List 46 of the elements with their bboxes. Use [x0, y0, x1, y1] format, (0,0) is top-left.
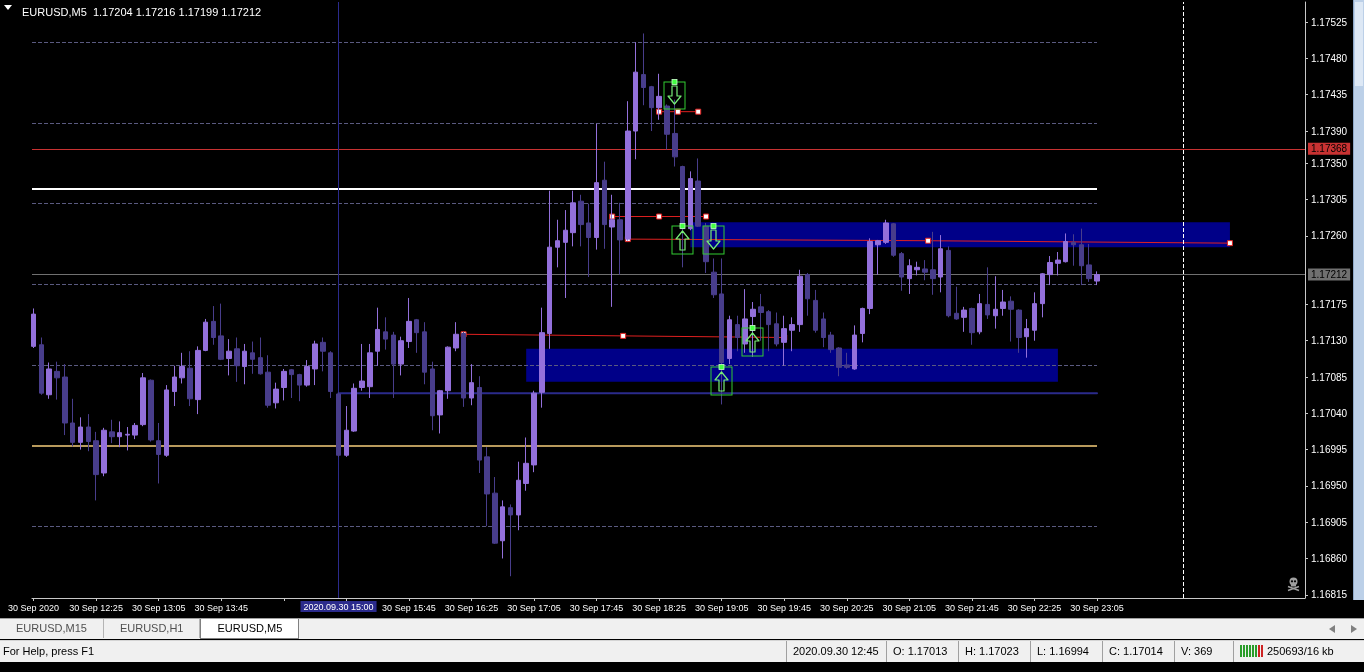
x-tick-label: 30 Sep 19:05 — [694, 602, 749, 613]
text: For Help, press F1 — [3, 644, 95, 659]
y-tick-label: 1.17435 — [1311, 89, 1348, 101]
y-tick-label: 1.16860 — [1311, 552, 1348, 564]
text: V: 369 — [1174, 641, 1233, 662]
y-tick-label: 1.16905 — [1311, 516, 1348, 528]
x-tick-label: 30 Sep 17:45 — [569, 602, 624, 613]
x-tick-label: 30 Sep 19:45 — [757, 602, 812, 613]
y-tick-label: 1.17480 — [1311, 52, 1348, 64]
x-tick-label: 30 Sep 13:05 — [131, 602, 186, 613]
x-tick-label: 30 Sep 16:25 — [444, 602, 499, 613]
y-tick-label: 1.17085 — [1311, 371, 1348, 383]
ref-line-label: 2020.09.30 15:00 — [303, 601, 374, 612]
text: H: 1.17023 — [958, 641, 1030, 662]
text: O: 1.17013 — [886, 641, 958, 662]
x-tick-label: 30 Sep 12:25 — [69, 602, 123, 613]
text: L: 1.16994 — [1030, 641, 1102, 662]
y-tick-label: 1.17350 — [1311, 157, 1348, 169]
y-tick-label: 1.17305 — [1311, 194, 1348, 206]
x-tick-label: 30 Sep 20:25 — [820, 602, 874, 613]
x-tick-label: 30 Sep 23:05 — [1070, 602, 1124, 613]
x-tick-label: 30 Sep 17:05 — [507, 602, 561, 613]
y-tick-label: 1.17130 — [1311, 335, 1348, 347]
ref-line-label: 1.17368 — [1311, 143, 1348, 155]
text: C: 1.17014 — [1102, 641, 1174, 662]
y-tick-label: 1.16995 — [1311, 444, 1348, 456]
y-tick-label: 1.17040 — [1311, 407, 1348, 419]
x-tick-label: 30 Sep 22:25 — [1007, 602, 1062, 613]
text: EURUSD,H1 — [103, 619, 201, 638]
ref-line-label: 1.17212 — [1311, 269, 1348, 281]
x-tick-label: 30 Sep 13:45 — [194, 602, 249, 613]
x-tick-label: 30 Sep 15:45 — [382, 602, 436, 613]
text: 250693/16 kb — [1267, 644, 1334, 659]
chart-title: EURUSD,M5 1.17204 1.17216 1.17199 1.17212 — [22, 5, 262, 18]
x-tick-label: 30 Sep 18:25 — [632, 602, 686, 613]
text: 2020.09.30 12:45 — [786, 641, 886, 662]
y-tick-label: 1.17175 — [1311, 298, 1348, 310]
y-tick-label: 1.17260 — [1311, 230, 1348, 242]
x-tick-label: 30 Sep 21:45 — [945, 602, 999, 613]
x-tick-label: 30 Sep 2020 — [8, 602, 60, 613]
y-tick-label: 1.17525 — [1311, 16, 1348, 28]
y-tick-label: 1.16815 — [1311, 589, 1348, 601]
y-tick-label: 1.17390 — [1311, 125, 1348, 137]
text: EURUSD,M15 — [0, 619, 104, 638]
x-tick-label: 30 Sep 21:05 — [882, 602, 937, 613]
y-tick-label: 1.16950 — [1311, 480, 1348, 492]
